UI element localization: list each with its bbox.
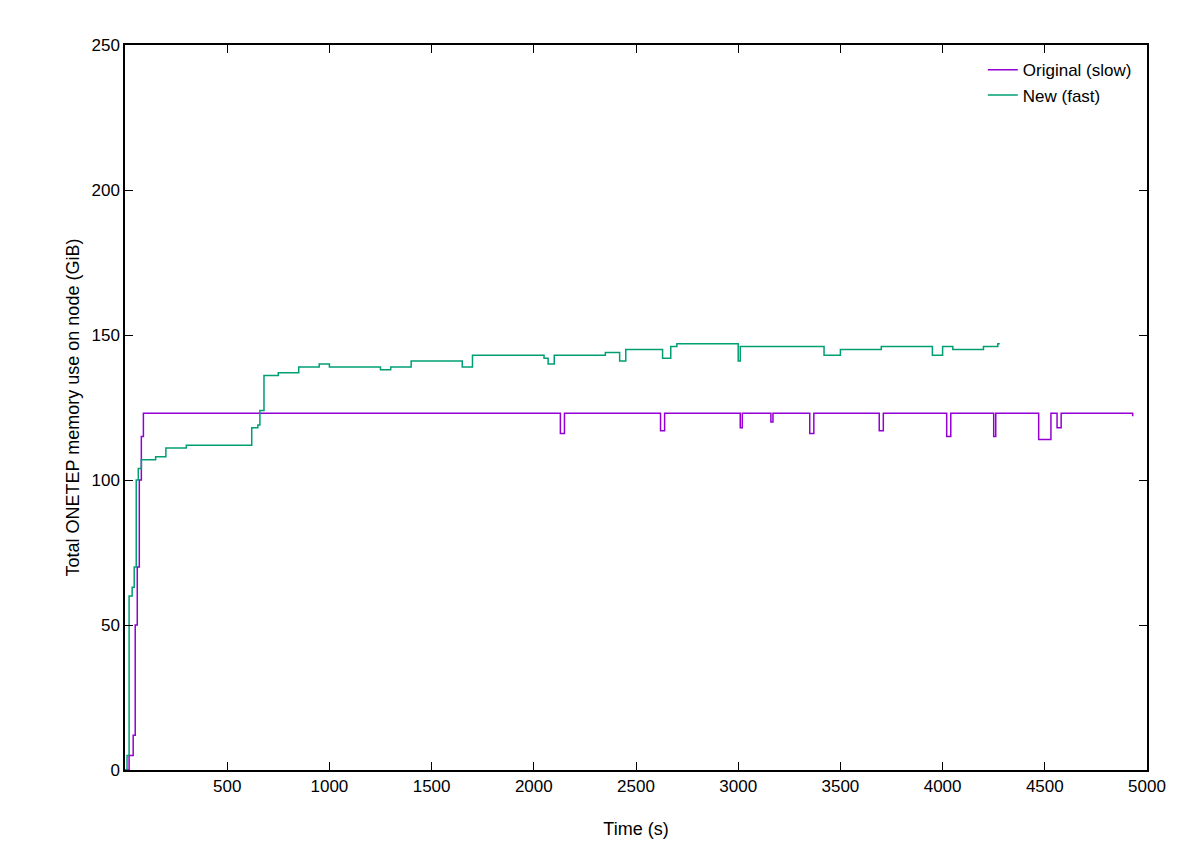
svg-text:3500: 3500 [821, 777, 859, 796]
svg-text:Original (slow): Original (slow) [1023, 61, 1132, 80]
svg-text:0: 0 [110, 761, 119, 780]
svg-text:50: 50 [101, 616, 120, 635]
svg-text:Time (s): Time (s) [603, 819, 668, 839]
svg-text:2000: 2000 [515, 777, 553, 796]
svg-text:1000: 1000 [310, 777, 348, 796]
svg-text:4500: 4500 [1026, 777, 1064, 796]
svg-text:250: 250 [91, 36, 119, 55]
svg-text:5000: 5000 [1128, 777, 1166, 796]
svg-text:150: 150 [91, 326, 119, 345]
svg-text:200: 200 [91, 181, 119, 200]
svg-text:500: 500 [213, 777, 241, 796]
svg-text:4000: 4000 [924, 777, 962, 796]
svg-text:3000: 3000 [719, 777, 757, 796]
svg-text:100: 100 [91, 471, 119, 490]
svg-text:1500: 1500 [413, 777, 451, 796]
svg-text:Total ONETEP memory use on nod: Total ONETEP memory use on node (GiB) [63, 239, 83, 577]
svg-text:New (fast): New (fast) [1023, 87, 1100, 106]
svg-text:2500: 2500 [617, 777, 655, 796]
